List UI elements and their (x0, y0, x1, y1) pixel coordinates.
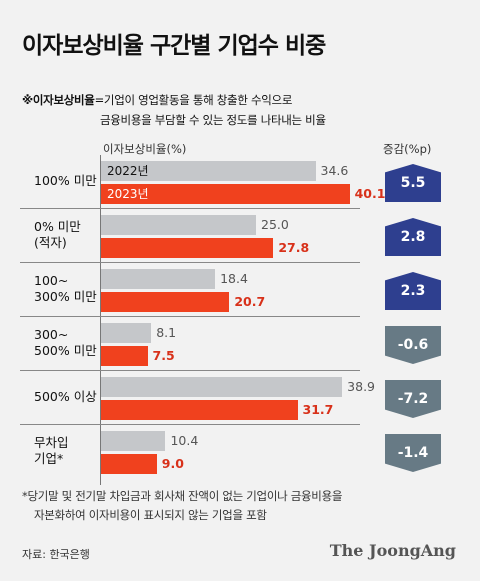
axis-line (100, 155, 101, 485)
value-label-2022: 8.1 (156, 325, 177, 340)
bar-2023 (101, 184, 350, 204)
value-label-2023: 9.0 (161, 456, 184, 471)
change-badge: 5.5 (385, 164, 441, 202)
definition-note-line2: 금융비용을 부담할 수 있는 정도를 나타내는 비율 (100, 113, 326, 127)
category-label-line: 500% 미만 (34, 343, 97, 358)
legend-2022: 2022년 (107, 164, 149, 178)
value-label-2023: 40.1 (354, 186, 386, 201)
bar-2022 (101, 377, 343, 397)
bar-2022 (101, 323, 152, 343)
change-badge: -1.4 (385, 434, 441, 472)
bar-2023 (101, 346, 148, 366)
brand-logo: The JoongAng (329, 541, 456, 560)
value-label-2023: 27.8 (278, 240, 310, 255)
bar-2023 (101, 454, 157, 474)
change-badge: 2.3 (385, 272, 441, 310)
bar-2023 (101, 292, 230, 312)
change-header: 증감(%p) (383, 142, 432, 156)
source: 자료: 한국은행 (22, 548, 90, 561)
category-label: 100% 미만 (34, 173, 97, 189)
value-label-2022: 25.0 (261, 217, 289, 232)
note-term: ※이자보상비율 (22, 93, 95, 107)
category-label-line: 300~ (34, 327, 69, 342)
row-separator (20, 424, 360, 425)
legend-2023: 2023년 (107, 187, 149, 201)
category-label-line: 100~ (34, 273, 69, 288)
category-label-line: 무차입 (34, 435, 69, 450)
category-label-line: 0% 미만 (34, 219, 81, 234)
row-separator (20, 208, 360, 209)
ratio-axis-header: 이자보상비율(%) (103, 142, 187, 156)
value-label-2023: 31.7 (302, 402, 334, 417)
category-label: 100~ 300% 미만 (34, 273, 97, 305)
definition-note-line1: ※이자보상비율=기업이 영업활동을 통해 창출한 수익으로 (22, 92, 292, 108)
category-label: 300~ 500% 미만 (34, 327, 97, 359)
change-badge: -0.6 (385, 326, 441, 364)
bar-2022 (101, 215, 256, 235)
note-definition: =기업이 영업활동을 통해 창출한 수익으로 (94, 93, 293, 107)
category-label-line: 300% 미만 (34, 289, 97, 304)
bar-2022 (101, 161, 316, 181)
chart-title: 이자보상비율 구간별 기업수 비중 (22, 33, 326, 59)
row-separator (20, 370, 360, 371)
change-badge: -7.2 (385, 380, 441, 418)
value-label-2022: 10.4 (170, 433, 199, 448)
bar-2022 (101, 431, 166, 451)
row-separator (20, 316, 360, 317)
category-label-line: 기업* (34, 451, 64, 466)
category-label: 0% 미만 (적자) (34, 219, 81, 251)
row-separator (20, 262, 360, 263)
category-label-line: 100% 미만 (34, 173, 97, 188)
category-label: 500% 이상 (34, 389, 97, 405)
value-label-2022: 38.9 (347, 379, 376, 394)
category-label-line: 500% 이상 (34, 389, 97, 404)
value-label-2023: 7.5 (152, 348, 175, 363)
value-label-2022: 18.4 (220, 271, 248, 286)
footnote-line1: *당기말 및 전기말 차입금과 회사채 잔액이 없는 기업이나 금융비용을 (22, 489, 343, 503)
footnote-line2: 자본화하여 이자비용이 표시되지 않는 기업을 포함 (34, 508, 267, 522)
value-label-2022: 34.6 (320, 163, 349, 178)
bar-2022 (101, 269, 216, 289)
bar-2023 (101, 238, 274, 258)
category-label: 무차입 기업* (34, 435, 69, 467)
change-badge: 2.8 (385, 218, 441, 256)
category-label-line: (적자) (34, 235, 67, 250)
value-label-2023: 20.7 (234, 294, 266, 309)
bar-2023 (101, 400, 298, 420)
